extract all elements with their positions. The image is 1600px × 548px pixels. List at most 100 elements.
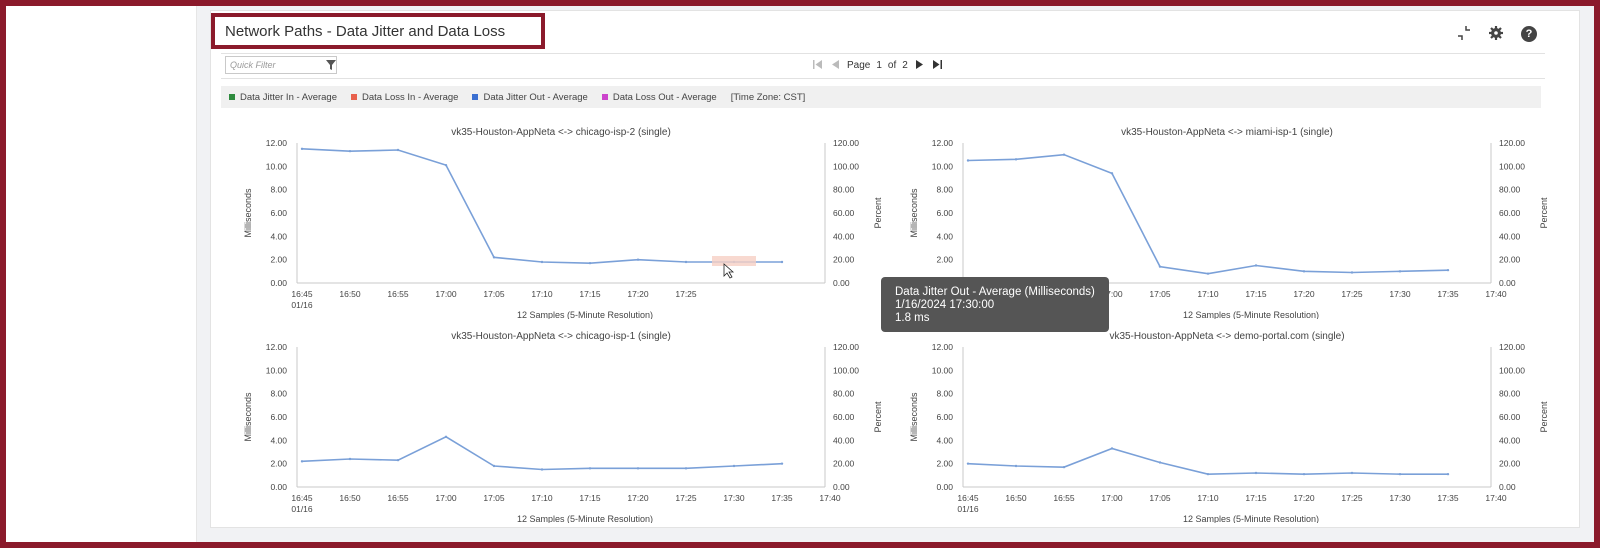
data-point (966, 462, 970, 465)
data-point (636, 258, 640, 261)
y2-tick-label: 0.00 (833, 278, 850, 288)
y2-tick-label: 40.00 (1499, 435, 1521, 445)
x-tick-label: 16:55 (387, 493, 409, 503)
x-tick-label: 17:15 (579, 493, 601, 503)
y-tick-label: 8.00 (270, 185, 287, 195)
chart-title: vk35-Houston-AppNeta <-> chicago-isp-2 (… (451, 127, 671, 138)
y-tick-label: 10.00 (266, 161, 288, 171)
x-tick-label: 17:35 (1437, 289, 1459, 299)
x-tick-label: 17:35 (1437, 493, 1459, 503)
y-axis-label: Milliseconds (243, 392, 253, 442)
data-point (1206, 472, 1210, 476)
y-tick-label: 8.00 (270, 389, 287, 399)
y2-tick-label: 120.00 (833, 342, 859, 352)
x-tick-label: 16:50 (339, 289, 361, 299)
data-point (348, 149, 352, 153)
data-point (588, 467, 592, 470)
legend-item-jitter-out[interactable]: Data Jitter Out - Average (472, 92, 588, 103)
x-tick-label: 17:40 (1485, 289, 1507, 299)
x-axis-label: 12 Samples (5-Minute Resolution) (1183, 514, 1319, 523)
legend-item-loss-in[interactable]: Data Loss In - Average (351, 92, 458, 103)
x-date-label: 01/16 (291, 300, 313, 310)
x-tick-label: 17:20 (627, 289, 649, 299)
data-point (1206, 272, 1210, 275)
x-tick-label: 16:45 (957, 493, 979, 503)
help-icon[interactable]: ? (1521, 26, 1537, 42)
data-point (540, 468, 544, 471)
prev-page-icon[interactable] (829, 59, 841, 71)
x-tick-label: 17:10 (531, 289, 553, 299)
y2-tick-label: 80.00 (1499, 185, 1521, 195)
y-tick-label: 4.00 (270, 231, 287, 241)
data-point (348, 457, 352, 461)
y2-tick-label: 120.00 (833, 138, 859, 148)
x-axis-label: 12 Samples (5-Minute Resolution) (1183, 310, 1319, 319)
data-point (300, 460, 304, 463)
data-point (492, 256, 496, 259)
y2-tick-label: 100.00 (1499, 161, 1525, 171)
tooltip-datetime: 1/16/2024 17:30:00 (895, 299, 995, 311)
x-tick-label: 16:50 (339, 493, 361, 503)
y-tick-label: 6.00 (936, 208, 953, 218)
y-tick-label: 6.00 (270, 412, 287, 422)
legend: Data Jitter In - Average Data Loss In - … (221, 86, 1541, 108)
chart-title: vk35-Houston-AppNeta <-> chicago-isp-1 (… (451, 331, 671, 342)
data-point (1062, 153, 1066, 156)
last-page-icon[interactable] (932, 59, 944, 71)
y-axis-label: Milliseconds (243, 188, 253, 238)
gear-icon[interactable] (1487, 25, 1505, 43)
data-point (1110, 447, 1114, 450)
y-tick-label: 0.00 (270, 278, 287, 288)
y-tick-label: 8.00 (936, 389, 953, 399)
first-page-icon[interactable] (811, 59, 823, 71)
y2-tick-label: 40.00 (833, 435, 855, 445)
x-tick-label: 17:10 (1197, 493, 1219, 503)
data-point (1350, 471, 1354, 475)
y-tick-label: 6.00 (936, 412, 953, 422)
y-tick-label: 0.00 (936, 482, 953, 492)
y-tick-label: 2.00 (270, 459, 287, 469)
x-tick-label: 17:00 (435, 493, 457, 503)
y2-tick-label: 40.00 (1499, 231, 1521, 241)
next-page-icon[interactable] (914, 59, 926, 71)
data-point (1446, 472, 1450, 476)
legend-label: Data Loss In - Average (362, 91, 459, 103)
data-point (1254, 264, 1258, 267)
data-point (396, 148, 400, 152)
data-point (1062, 465, 1066, 469)
filter-icon[interactable] (326, 58, 336, 72)
x-tick-label: 16:45 (291, 289, 313, 299)
x-tick-label: 17:25 (1341, 493, 1363, 503)
legend-item-loss-out[interactable]: Data Loss Out - Average (601, 92, 717, 103)
data-point (1302, 270, 1306, 273)
legend-swatch (351, 94, 357, 100)
x-tick-label: 17:05 (483, 493, 505, 503)
data-point (588, 261, 592, 265)
legend-item-jitter-in[interactable]: Data Jitter In - Average (229, 92, 337, 103)
x-tick-label: 17:30 (723, 493, 745, 503)
widget-title-text: Network Paths - Data Jitter and Data Los… (225, 22, 506, 40)
chart-demo-portal[interactable]: vk35-Houston-AppNeta <-> demo-portal.com… (887, 323, 1547, 523)
data-point (1110, 172, 1114, 175)
filter-divider (221, 78, 1545, 79)
series-line (301, 435, 783, 471)
data-point (732, 464, 736, 468)
x-tick-label: 17:35 (771, 493, 793, 503)
help-icon-glyph: ? (1525, 28, 1533, 40)
y-tick-label: 0.00 (270, 482, 287, 492)
y2-tick-label: 20.00 (1499, 255, 1521, 265)
quick-filter-input[interactable] (226, 60, 326, 70)
collapse-icon[interactable] (1455, 25, 1473, 43)
y2-tick-label: 60.00 (1499, 412, 1521, 422)
tooltip-title: Data Jitter Out - Average (Milliseconds) (895, 286, 1095, 298)
y-axis-label: Milliseconds (909, 188, 919, 238)
chart-chicago-isp-1[interactable]: vk35-Houston-AppNeta <-> chicago-isp-1 (… (221, 323, 881, 523)
y-axis-label: Milliseconds (909, 392, 919, 442)
y-tick-label: 12.00 (266, 138, 288, 148)
x-axis-label: 12 Samples (5-Minute Resolution) (517, 310, 653, 319)
y2-tick-label: 0.00 (1499, 482, 1516, 492)
chart-chicago-isp-2[interactable]: vk35-Houston-AppNeta <-> chicago-isp-2 (… (221, 119, 881, 319)
x-date-label: 01/16 (291, 504, 313, 514)
legend-label: Data Jitter In - Average (240, 91, 337, 103)
y-tick-label: 2.00 (270, 255, 287, 265)
